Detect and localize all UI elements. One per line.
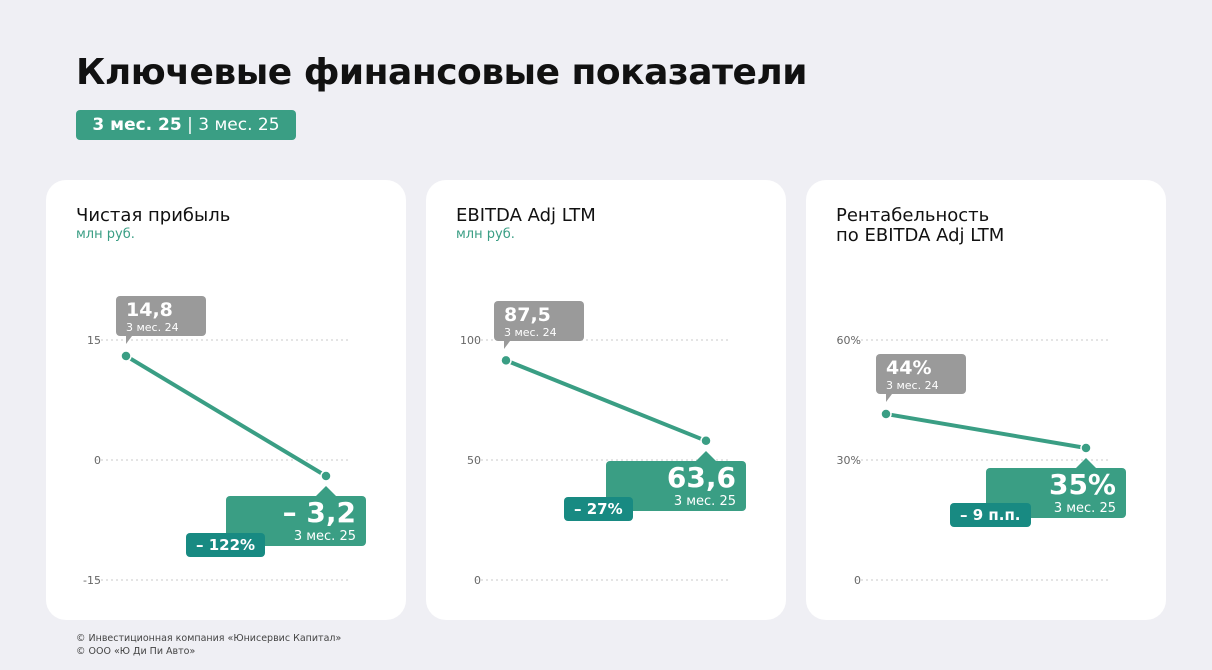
series-line	[884, 412, 1088, 450]
y-tick-label: 50	[467, 454, 481, 467]
previous-period: 3 мес. 24	[126, 321, 179, 334]
previous-value-callout: 44% 3 мес. 24	[876, 354, 966, 402]
page-title: Ключевые финансовые показатели	[76, 52, 807, 93]
current-value: – 3,2	[282, 496, 356, 529]
footer-copyright-2: © ООО «Ю Ди Пи Авто»	[76, 646, 196, 657]
card-unit: млн руб.	[76, 227, 135, 242]
current-period: 3 мес. 25	[1053, 501, 1116, 516]
period-current-label: 3 мес. 25	[92, 115, 182, 135]
data-point	[320, 470, 332, 482]
data-point	[880, 408, 892, 420]
net-profit-chart: 15 0 -15	[83, 334, 348, 587]
card-title: Рентабельность по EBITDA Adj LTM	[836, 205, 1005, 246]
y-tick-label: -15	[83, 574, 101, 587]
delta-badge: – 9 п.п.	[950, 503, 1031, 527]
card-ebitda: EBITDA Adj LTM млн руб. 100 50 0 87,5 3 ме…	[426, 180, 786, 620]
y-tick-label: 60%	[837, 334, 861, 347]
previous-period: 3 мес. 24	[504, 326, 557, 339]
period-separator: |	[181, 115, 199, 135]
previous-value: 87,5	[504, 304, 551, 326]
card-title: Чистая прибыль	[76, 205, 231, 226]
previous-value-callout: 87,5 3 мес. 24	[494, 301, 584, 349]
data-point	[500, 354, 512, 367]
y-tick-label: 15	[87, 334, 101, 347]
y-tick-label: 0	[474, 574, 481, 587]
current-period: 3 мес. 25	[293, 529, 356, 544]
y-tick-label: 30%	[837, 454, 861, 467]
card-net-profit: Чистая прибыль млн руб. 15 0 -15 14,8 3 ме…	[46, 180, 406, 620]
card-ebitda-margin: Рентабельность по EBITDA Adj LTM 60% 30% 0…	[806, 180, 1166, 620]
previous-period: 3 мес. 24	[886, 379, 939, 392]
series-line	[504, 358, 708, 443]
series-line	[124, 354, 328, 478]
y-tick-label: 0	[854, 574, 861, 587]
current-value-callout: – 3,2 3 мес. 25	[226, 486, 366, 546]
current-value: 63,6	[666, 461, 736, 494]
data-point	[1080, 442, 1092, 454]
ebitda-margin-chart: 60% 30% 0	[837, 334, 1108, 587]
delta-badge: – 122%	[186, 533, 266, 557]
card-title: EBITDA Adj LTM	[456, 205, 596, 226]
y-tick-label: 0	[94, 454, 101, 467]
period-badge: 3 мес. 25 | 3 мес. 25	[76, 110, 296, 140]
data-point	[120, 350, 132, 362]
y-tick-label: 100	[460, 334, 481, 347]
card-unit: млн руб.	[456, 227, 515, 242]
previous-value-callout: 14,8 3 мес. 24	[116, 296, 206, 344]
ebitda-chart: 100 50 0	[460, 334, 728, 587]
footer: © Инвестиционная компания «Юнисервис Кап…	[76, 632, 341, 658]
period-previous-label: 3 мес. 25	[198, 115, 280, 135]
footer-copyright-1: © Инвестиционная компания «Юнисервис Кап…	[76, 633, 342, 644]
previous-value: 14,8	[126, 299, 173, 321]
current-value: 35%	[1048, 468, 1116, 501]
previous-value: 44%	[886, 357, 932, 379]
current-period: 3 мес. 25	[673, 494, 736, 509]
data-point	[700, 435, 712, 447]
delta-badge: – 27%	[564, 497, 633, 521]
